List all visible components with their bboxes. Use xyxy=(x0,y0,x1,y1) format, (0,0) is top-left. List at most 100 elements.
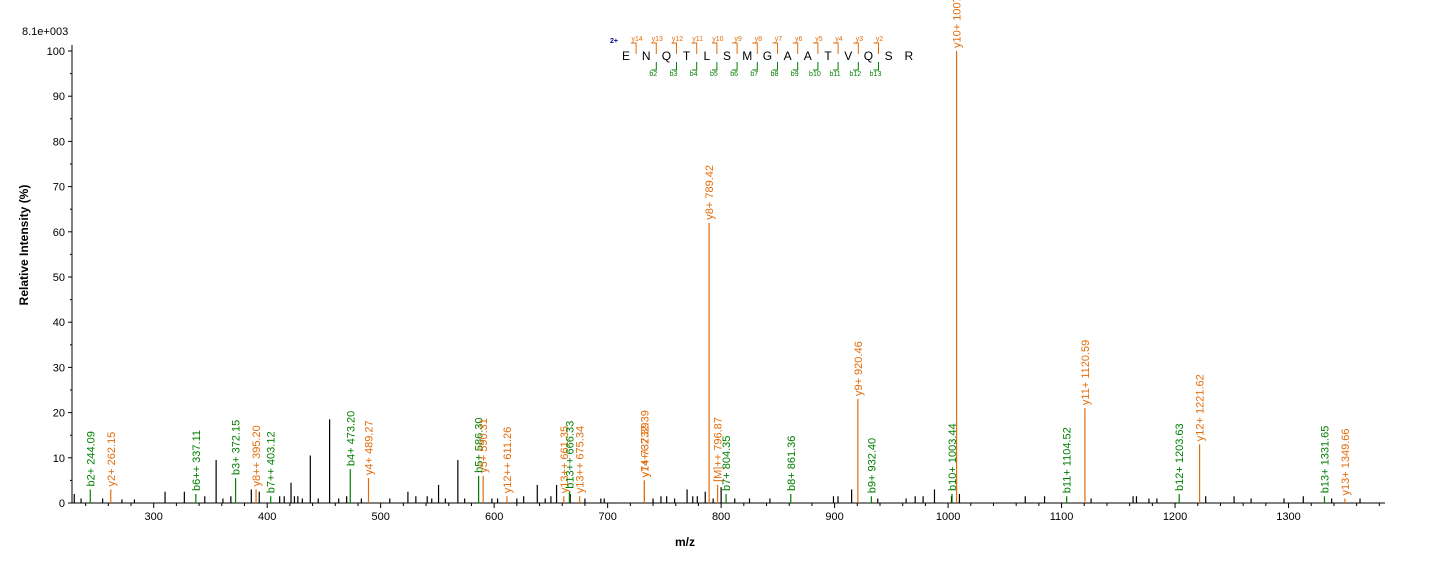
b-fragment-label: b12 xyxy=(849,71,861,78)
peak-label-y: y8+ 789.42 xyxy=(704,165,716,220)
y-fragment-label: y10 xyxy=(712,36,723,43)
y-tick-label: 10 xyxy=(53,453,65,465)
y-fragment-label: y13 xyxy=(652,36,663,43)
residue: V xyxy=(844,49,852,63)
x-tick-label: 900 xyxy=(825,511,843,523)
residue: T xyxy=(824,49,832,63)
y-tick-label: 50 xyxy=(53,272,65,284)
y-fragment-label: y3 xyxy=(856,36,864,43)
peak-label-b: b3+ 372.15 xyxy=(231,420,243,475)
peak-label-y: y4+ 489.27 xyxy=(363,420,375,475)
b-fragment-label: b11 xyxy=(830,71,841,78)
y-fragment-mark xyxy=(873,42,879,54)
peak-label-y: y12+ 1221.62 xyxy=(1195,374,1207,441)
b-fragment-label: b2 xyxy=(649,71,657,78)
x-tick-label: 800 xyxy=(712,511,730,523)
peak-label-y: y13++ 661.35 xyxy=(559,426,571,493)
peak-label-b: b13+ 1331.65 xyxy=(1319,426,1331,494)
precursor-charge: 2+ xyxy=(610,38,618,45)
residue: Q xyxy=(662,49,671,63)
peak-label-y: y9+ 920.46 xyxy=(853,341,865,396)
residue: M xyxy=(742,49,752,63)
x-tick-label: 300 xyxy=(145,511,163,523)
residue: S xyxy=(885,49,893,63)
y-tick-label: 70 xyxy=(53,182,65,194)
x-axis-title: m/z xyxy=(675,535,695,549)
b-fragment-mark xyxy=(792,62,799,71)
y-fragment-mark xyxy=(792,42,799,54)
peak-label-b: b6++ 337.11 xyxy=(191,430,203,491)
y-fragment-mark xyxy=(651,42,657,54)
unassigned-peaks xyxy=(73,419,1361,503)
y-fragment-label: y11 xyxy=(692,36,703,43)
b-fragment-mark xyxy=(812,62,819,71)
residue: L xyxy=(703,49,710,63)
y-fragment-label: y4 xyxy=(835,36,843,43)
y-fragment-label: y5 xyxy=(815,36,823,43)
residue: N xyxy=(642,49,651,63)
y-fragment-label: y9 xyxy=(734,36,742,43)
y-tick-label: 60 xyxy=(53,227,65,239)
b-fragment-mark xyxy=(711,62,718,71)
b-fragment-label: b3 xyxy=(670,71,678,78)
x-tick-label: 700 xyxy=(598,511,616,523)
peak-label-y: y10+ 1007.49 xyxy=(952,0,964,48)
y-fragment-label: y8 xyxy=(755,36,763,43)
b-fragment-label: b8 xyxy=(771,71,779,78)
residue: G xyxy=(763,49,772,63)
y-tick-label: 90 xyxy=(53,91,65,103)
residue: E xyxy=(622,49,630,63)
peak-label-y: y5+ 590.31 xyxy=(478,418,490,473)
peak-label-b: b8+ 861.36 xyxy=(786,436,798,491)
peak-label-y: y8++ 395.20 xyxy=(251,425,263,486)
peak-label-b: b5+ 586.30 xyxy=(474,418,486,473)
peak-label-b: b13++ 666.33 xyxy=(564,421,576,489)
y-tick-label: 40 xyxy=(53,317,65,329)
peak-label-y: y7+ 732.39 xyxy=(639,423,651,478)
b-fragment-label: b4 xyxy=(690,71,698,78)
y-fragment-mark xyxy=(812,42,819,54)
peak-label-y: y13++ 675.34 xyxy=(575,426,587,493)
peak-label-y: y14++ 732.39 xyxy=(639,410,651,477)
x-tick-label: 500 xyxy=(371,511,389,523)
peak-label-b: b12+ 1203.63 xyxy=(1174,423,1186,491)
peak-label-y: y13+ 1349.66 xyxy=(1340,428,1352,495)
peak-label-y: y2+ 262.15 xyxy=(106,432,118,487)
b-fragment-mark xyxy=(752,62,758,71)
peak-label-b: b2+ 244.09 xyxy=(85,431,97,486)
b-fragment-mark xyxy=(671,62,677,71)
y-tick-label: 100 xyxy=(47,46,65,58)
b-fragment-mark xyxy=(691,62,698,71)
x-tick-label: 1000 xyxy=(936,511,960,523)
x-tick-label: 1300 xyxy=(1276,511,1300,523)
residue: T xyxy=(683,49,691,63)
intensity-scale-label: 8.1e+003 xyxy=(22,26,68,38)
y-fragment-mark xyxy=(631,42,637,54)
peak-label-y: y11+ 1120.59 xyxy=(1080,340,1092,405)
b-fragment-label: b6 xyxy=(730,71,738,78)
annotated-peaks: b2+ 244.09 y2+ 262.15 b6++ 337.11 b3+ 372.1… xyxy=(85,0,1352,503)
peak-label-b: b10+ 1003.44 xyxy=(947,423,959,491)
peak-label-y: [M]++ 796.87 xyxy=(713,417,725,482)
b-fragment-mark xyxy=(732,62,738,71)
y-fragment-mark xyxy=(711,42,718,54)
y-fragment-mark xyxy=(853,42,859,54)
x-tick-label: 600 xyxy=(485,511,503,523)
b-fragment-label: b13 xyxy=(870,71,882,78)
residue: A xyxy=(804,49,812,63)
b-fragment-mark xyxy=(853,62,859,71)
residue: S xyxy=(723,49,731,63)
peak-label-b: b4+ 473.20 xyxy=(345,411,357,466)
y-fragment-mark xyxy=(691,42,698,54)
b-fragment-label: b7 xyxy=(750,71,758,78)
b-fragment-mark xyxy=(772,62,778,71)
x-tick-label: 1200 xyxy=(1163,511,1187,523)
y-fragment-mark xyxy=(671,42,677,54)
y-fragment-mark xyxy=(732,42,738,54)
residue: Q xyxy=(864,49,873,63)
peak-label-b: b11+ 1104.52 xyxy=(1062,427,1074,493)
peak-label-b: b7++ 403.12 xyxy=(266,431,278,493)
b-fragment-label: b5 xyxy=(710,71,718,78)
